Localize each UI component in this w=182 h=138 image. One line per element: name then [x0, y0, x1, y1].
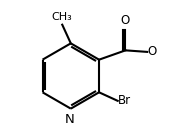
- Text: Br: Br: [118, 94, 131, 107]
- Text: CH₃: CH₃: [51, 12, 72, 22]
- Text: O: O: [148, 45, 157, 58]
- Text: O: O: [121, 14, 130, 27]
- Text: N: N: [65, 112, 75, 126]
